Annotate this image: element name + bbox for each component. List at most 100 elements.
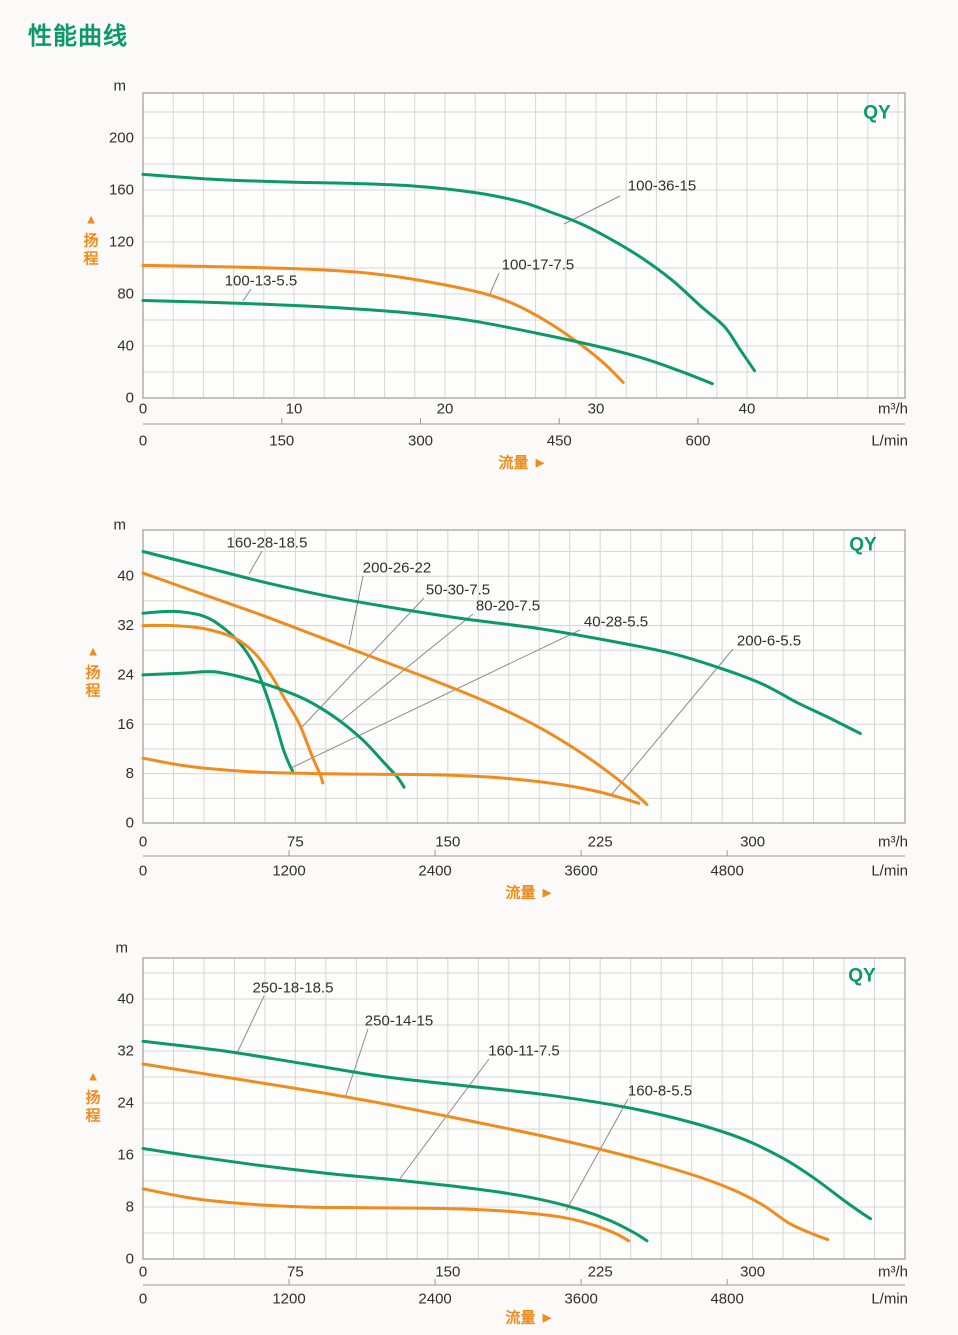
curve-250-14-15 <box>141 1062 830 1241</box>
x2-tick-label: 4800 <box>710 1291 743 1308</box>
curve-160-28-18.5 <box>141 550 862 735</box>
leader-250-18-18.5 <box>237 995 265 1052</box>
y-tick-label: 24 <box>117 1095 134 1112</box>
leader-100-13-5.5 <box>242 288 252 302</box>
curve-label-80-20-7.5: 80-20-7.5 <box>476 598 540 615</box>
y-tick-label: 16 <box>117 1147 134 1164</box>
leader-160-11-7.5 <box>398 1058 490 1181</box>
plot-area <box>143 93 905 398</box>
head-axis-label: 程 <box>83 251 98 268</box>
x-unit-m3h: m³/h <box>878 834 908 851</box>
leader-40-28-5.5 <box>290 629 581 769</box>
curve-label-160-11-7.5: 160-11-7.5 <box>488 1043 559 1060</box>
x-unit-m3h: m³/h <box>878 401 908 418</box>
leader-250-14-15 <box>344 1028 369 1099</box>
curve-40-28-5.5 <box>141 609 294 773</box>
leader-160-28-18.5 <box>248 550 263 575</box>
grid <box>143 93 905 398</box>
flow-axis-label: 流量 ► <box>498 454 547 472</box>
y-unit-label: m <box>114 78 127 95</box>
x-unit-lmin: L/min <box>871 1291 908 1308</box>
curve-label-50-30-7.5: 50-30-7.5 <box>426 582 490 599</box>
y-unit-label: m <box>114 517 127 534</box>
y-tick-label: 24 <box>117 666 134 683</box>
plot-area <box>143 530 905 823</box>
x-unit-lmin: L/min <box>871 433 908 450</box>
plot-area <box>143 958 905 1259</box>
head-axis-label: 扬 <box>83 232 98 250</box>
y-tick-label: 160 <box>109 182 134 199</box>
x2-tick-label: 600 <box>685 433 710 450</box>
y-tick-label: 40 <box>117 338 134 355</box>
x2-tick-label: 3600 <box>564 863 597 880</box>
x-tick-label: 40 <box>739 401 756 418</box>
y-tick-label: 40 <box>117 991 134 1008</box>
leader-100-17-7.5 <box>488 272 500 297</box>
x-tick-label: 10 <box>286 401 303 418</box>
leader-80-20-7.5 <box>340 613 474 722</box>
curve-100-36-15 <box>141 172 756 373</box>
x2-tick-label: 2400 <box>418 863 451 880</box>
x-tick-label: 300 <box>740 1264 765 1281</box>
x2-tick-label: 0 <box>139 1291 147 1308</box>
x-tick-label: 0 <box>139 1264 147 1281</box>
head-arrow-icon: ▲ <box>85 212 98 227</box>
x2-tick-label: 0 <box>139 863 147 880</box>
x2-tick-label: 2400 <box>418 1291 451 1308</box>
leader-160-8-5.5 <box>565 1098 629 1212</box>
curve-200-6-5.5 <box>141 756 641 805</box>
y-tick-label: 8 <box>126 1199 134 1216</box>
curve-label-100-17-7.5: 100-17-7.5 <box>502 257 575 274</box>
x-tick-label: 75 <box>287 1264 304 1281</box>
x-tick-label: 75 <box>287 834 304 851</box>
x-tick-label: 150 <box>435 834 460 851</box>
x2-tick-label: 0 <box>139 433 147 450</box>
curve-100-13-5.5 <box>141 299 714 386</box>
leader-50-30-7.5 <box>301 597 425 728</box>
plot-border <box>142 957 906 1260</box>
y-tick-label: 16 <box>117 716 134 733</box>
head-axis-label: 扬 <box>85 1089 100 1107</box>
curve-label-160-28-18.5: 160-28-18.5 <box>227 535 308 552</box>
x-tick-label: 20 <box>437 401 454 418</box>
page-title: 性能曲线 <box>28 23 128 50</box>
y-tick-label: 0 <box>126 390 134 407</box>
chart-1: 0 40 80 120 160 200 m ▲ 扬程 0 10 20 30 40 m³/h 0 150 300 45… <box>83 78 908 472</box>
series-badge: QY <box>849 535 877 556</box>
curve-label-100-13-5.5: 100-13-5.5 <box>225 273 298 290</box>
x-tick-label: 30 <box>588 401 605 418</box>
series-badge: QY <box>863 103 891 124</box>
y-tick-label: 0 <box>126 1251 134 1268</box>
curve-label-40-28-5.5: 40-28-5.5 <box>584 614 648 631</box>
head-axis-label: 扬 <box>85 664 100 682</box>
leader-200-6-5.5 <box>611 648 734 795</box>
x2-tick-label: 4800 <box>710 863 743 880</box>
x-tick-label: 225 <box>588 1264 613 1281</box>
flow-axis-label: 流量 ► <box>505 1309 554 1327</box>
curve-250-18-18.5 <box>141 1039 872 1221</box>
chart-2: 0 8 16 24 32 40 m ▲ 扬程 0 75 150 225 300 m³/h 0 1200 2400 3… <box>85 517 908 902</box>
curve-label-250-14-15: 250-14-15 <box>365 1013 433 1030</box>
x2-tick-label: 150 <box>269 433 294 450</box>
curve-label-200-6-5.5: 200-6-5.5 <box>737 633 801 650</box>
x2-tick-label: 300 <box>408 433 433 450</box>
y-tick-label: 80 <box>117 286 134 303</box>
x2-tick-label: 1200 <box>272 1291 305 1308</box>
y-tick-label: 40 <box>117 568 134 585</box>
head-axis-label: 程 <box>85 683 100 700</box>
x2-tick-label: 1200 <box>272 863 305 880</box>
x-tick-label: 0 <box>139 401 147 418</box>
y-tick-label: 120 <box>109 234 134 251</box>
leader-200-26-22 <box>348 575 364 646</box>
curve-100-17-7.5 <box>141 263 625 384</box>
plot-border <box>142 529 906 824</box>
x-tick-label: 225 <box>588 834 613 851</box>
y-unit-label: m <box>116 940 129 957</box>
curve-160-11-7.5 <box>141 1147 649 1243</box>
head-arrow-icon: ▲ <box>87 1069 100 1084</box>
flow-axis-label: 流量 ► <box>505 884 554 902</box>
plot-border <box>142 92 906 399</box>
x-unit-lmin: L/min <box>871 863 908 880</box>
x-tick-label: 150 <box>435 1264 460 1281</box>
